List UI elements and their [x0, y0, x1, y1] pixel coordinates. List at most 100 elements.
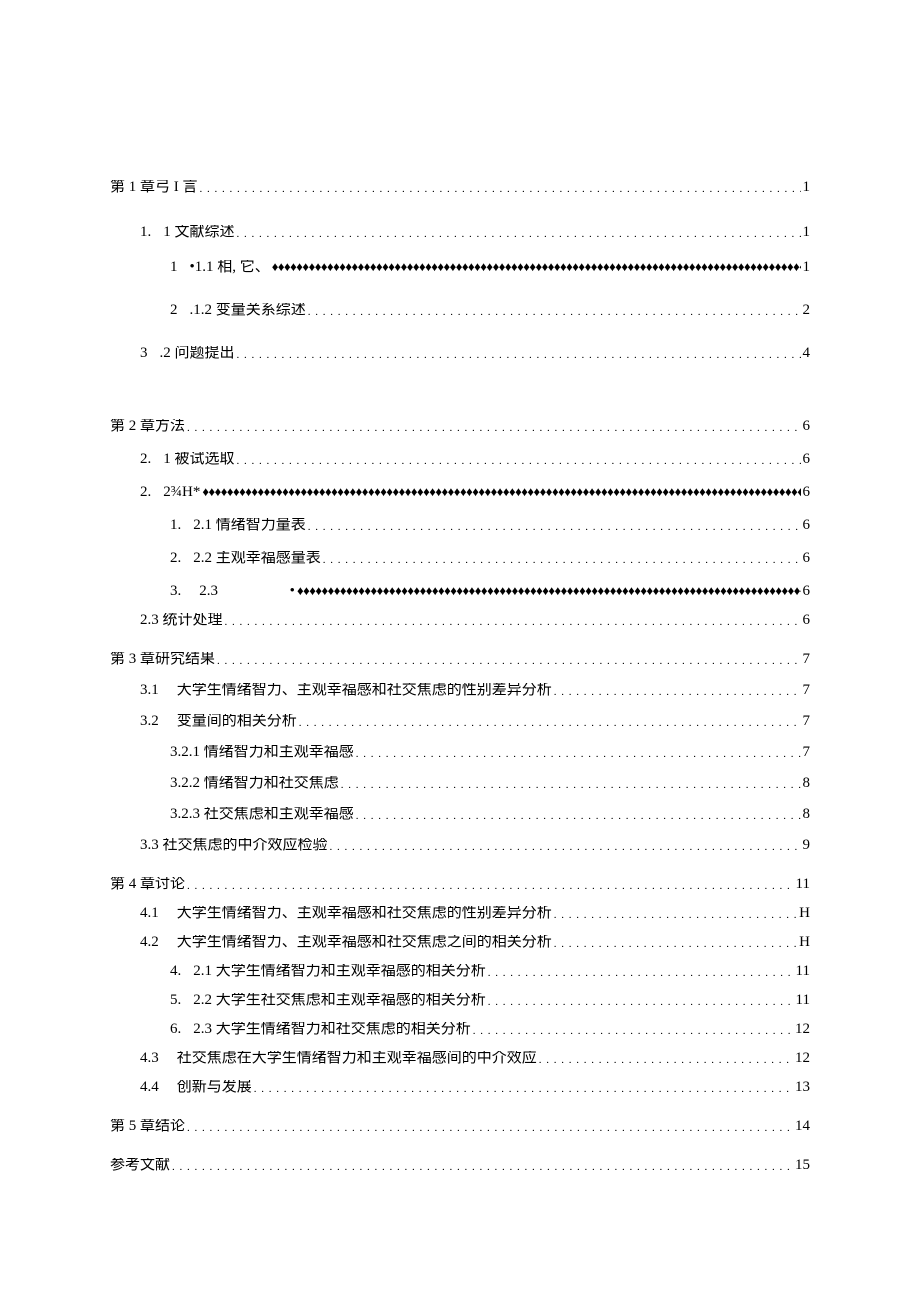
toc-label: 3 .2 问题提出: [140, 346, 235, 361]
leader-dots: [341, 780, 801, 791]
leader-dots: [356, 749, 801, 760]
toc-title: 1 被试选取: [163, 452, 234, 467]
toc-extra-prefix: •: [290, 584, 295, 599]
toc-page-number: 11: [796, 964, 810, 979]
toc-row: 3.2.2 情绪智力和社交焦虑 8: [110, 776, 810, 791]
toc-title: 大学生情绪智力、主观幸福感和社交焦虑的性别差异分析: [177, 683, 552, 698]
toc-title: 参考文献: [110, 1158, 170, 1173]
leader-dots: [539, 1055, 793, 1066]
toc-title: 第 1 章弓 I 言: [110, 180, 198, 195]
toc-page-number: 1: [803, 225, 811, 240]
toc-label: 5.2.2 大学生社交焦虑和主观幸福感的相关分析: [170, 993, 486, 1008]
toc-row: 2.1 被试选取6: [110, 452, 810, 467]
leader-diamond: [297, 584, 801, 597]
toc-page-number: 6: [803, 419, 811, 434]
toc-row: 5.2.2 大学生社交焦虑和主观幸福感的相关分析 11: [110, 993, 810, 1008]
toc-page-number: 6: [803, 613, 811, 628]
toc-page-number: 11: [796, 993, 810, 1008]
toc-label: 第 3 章研究结果: [110, 652, 215, 667]
leader-dots: [187, 1123, 793, 1134]
toc-row: 1.1 文献综述1: [110, 225, 810, 240]
toc-title: .2 问题提出: [160, 346, 235, 361]
leader-dots: [200, 184, 801, 195]
toc-page-number: 9: [803, 838, 811, 853]
toc-row: 2 .1.2 变量关系综述 2: [110, 303, 810, 318]
leader-dots: [323, 555, 801, 566]
toc-num: 3.2: [140, 714, 159, 729]
toc-row: 1.2.1 情绪智力量表6: [110, 518, 810, 533]
toc-row: 第 3 章研究结果 7: [110, 652, 810, 667]
toc-page-number: 6: [803, 551, 811, 566]
toc-num: 3.: [170, 584, 181, 599]
toc-title: 2.2 主观幸福感量表: [193, 551, 321, 566]
toc-label: 2.3 统计处理: [140, 613, 223, 628]
toc-title: 3.2.1 情绪智力和主观幸福感: [170, 745, 354, 760]
toc-page-number: 4: [803, 346, 811, 361]
toc-label: 3.2变量间的相关分析: [140, 714, 297, 729]
toc-page-number: 7: [803, 714, 811, 729]
toc-label: 参考文献: [110, 1158, 170, 1173]
toc-row: 3.2变量间的相关分析 7: [110, 714, 810, 729]
toc-title: 3.3 社交焦虑的中介效应检验: [140, 838, 328, 853]
toc-page-number: 12: [795, 1051, 810, 1066]
toc-num: 2.: [140, 452, 151, 467]
toc-page-number: 2: [803, 303, 811, 318]
leader-dots: [172, 1162, 793, 1173]
toc-page-number: 15: [795, 1158, 810, 1173]
toc-page-number: 6: [803, 584, 811, 599]
leader-dots: [356, 811, 801, 822]
toc-title: 2.3: [199, 584, 218, 599]
toc-page-number: 7: [803, 745, 811, 760]
toc-page-number: 7: [803, 652, 811, 667]
leader-dots: [554, 939, 797, 950]
leader-dots: [554, 687, 801, 698]
leader-diamond: [202, 485, 800, 498]
toc-row: 3.2.3 社交焦虑和主观幸福感 8: [110, 807, 810, 822]
toc-label: 4.3社交焦虑在大学生情绪智力和主观幸福感间的中介效应: [140, 1051, 537, 1066]
leader-dots: [237, 350, 801, 361]
toc-page: 第 1 章弓 I 言11.1 文献综述11•1.1 相, 它、12.1.2 变量…: [0, 0, 920, 1173]
toc-label: 第 1 章弓 I 言: [110, 180, 198, 195]
toc-row: 第 5 章结论 14: [110, 1119, 810, 1134]
leader-dots: [237, 456, 801, 467]
toc-page-number: 8: [803, 776, 811, 791]
toc-row: 第 2 章方法 6: [110, 419, 810, 434]
leader-dots: [225, 617, 801, 628]
leader-dots: [217, 656, 800, 667]
toc-page-number: 14: [795, 1119, 810, 1134]
toc-label: 2. 1 被试选取: [140, 452, 235, 467]
leader-dots: [308, 522, 801, 533]
toc-title: 2.3 统计处理: [140, 613, 223, 628]
toc-row: 3.1大学生情绪智力、主观幸福感和社交焦虑的性别差异分析7: [110, 683, 810, 698]
toc-row: 6.2.3 大学生情绪智力和社交焦虑的相关分析12: [110, 1022, 810, 1037]
toc-num: 1.: [140, 225, 151, 240]
toc-page-number: 8: [803, 807, 811, 822]
toc-label: 第 5 章结论: [110, 1119, 185, 1134]
leader-dots: [187, 881, 794, 892]
leader-dots: [488, 997, 794, 1008]
toc-label: 第 2 章方法: [110, 419, 185, 434]
toc-title: .1.2 变量关系综述: [190, 303, 306, 318]
toc-num: 2: [170, 303, 178, 318]
toc-row: 2.2¾H*6: [110, 485, 810, 500]
toc-label: 3.2.2 情绪智力和社交焦虑: [170, 776, 339, 791]
toc-row: 3. 2.3 • 6: [110, 584, 810, 599]
toc-row: 4.2大学生情绪智力、主观幸福感和社交焦虑之间的相关分析H: [110, 935, 810, 950]
toc-page-number: 12: [795, 1022, 810, 1037]
toc-num: 3: [140, 346, 148, 361]
toc-label: 3.2.3 社交焦虑和主观幸福感: [170, 807, 354, 822]
toc-title: 2.2 大学生社交焦虑和主观幸福感的相关分析: [193, 993, 486, 1008]
toc-num: 4.4: [140, 1080, 159, 1095]
toc-num: 4.3: [140, 1051, 159, 1066]
toc-page-number: 6: [803, 485, 811, 500]
toc-num: 2.: [170, 551, 181, 566]
leader-dots: [187, 423, 800, 434]
toc-title: •1.1 相, 它、: [190, 260, 270, 275]
leader-dots: [237, 229, 801, 240]
leader-dots: [254, 1084, 793, 1095]
toc-row: 2.3 统计处理 6: [110, 613, 810, 628]
toc-row: 4.1大学生情绪智力、主观幸福感和社交焦虑的性别差异分析H: [110, 906, 810, 921]
toc-page-number: H: [799, 906, 810, 921]
toc-title: 2.3 大学生情绪智力和社交焦虑的相关分析: [193, 1022, 471, 1037]
toc-row: 第 4 章讨论11: [110, 877, 810, 892]
